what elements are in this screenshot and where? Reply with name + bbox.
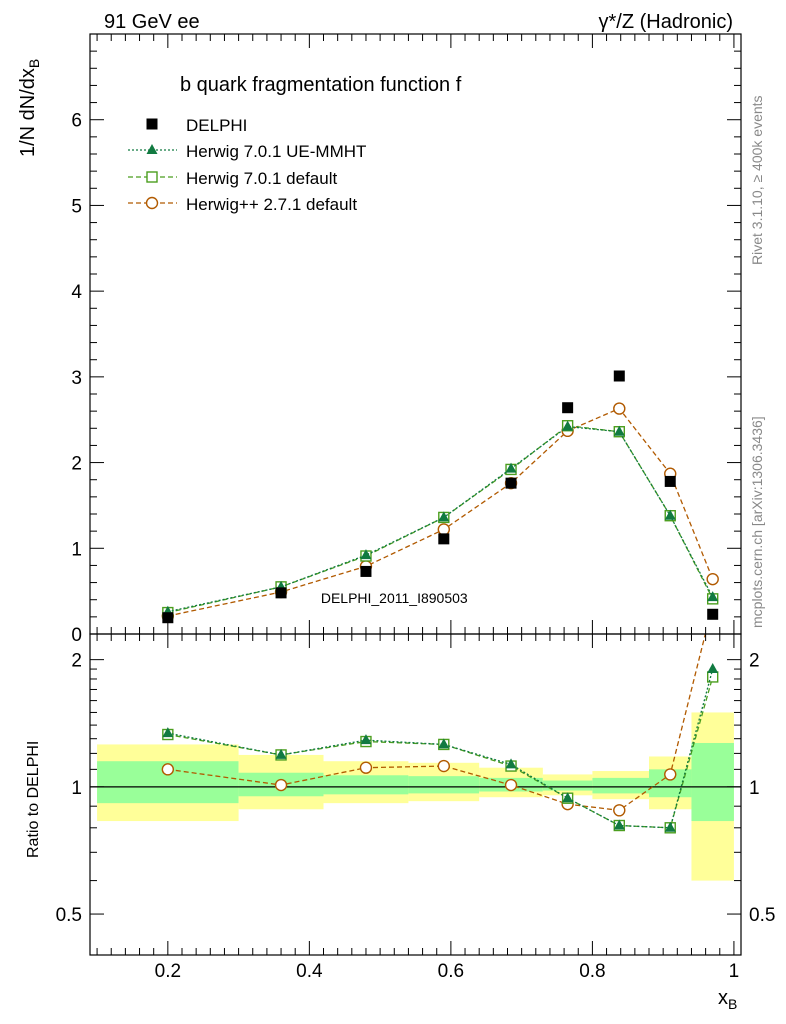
ratio-point xyxy=(161,763,175,776)
y-tick-label-top: 6 xyxy=(71,111,82,132)
ratio-point xyxy=(504,778,518,792)
data-point xyxy=(707,591,719,602)
y-ticks-top xyxy=(90,33,741,635)
data-point xyxy=(162,612,174,624)
ratio-point xyxy=(275,748,287,759)
y-tick-label-right: 2 xyxy=(749,651,760,672)
x-ticks-top xyxy=(96,34,735,634)
y-tick-label-right: 0.5 xyxy=(749,905,775,926)
legend-label: DELPHI xyxy=(186,116,247,135)
data-point xyxy=(707,608,719,620)
ratio-point xyxy=(359,761,373,774)
header-right: γ*/Z (Hadronic) xyxy=(599,11,733,33)
legend-label: Herwig 7.0.1 UE-MMHT xyxy=(186,142,366,161)
data-point xyxy=(360,565,372,577)
band-inner xyxy=(691,742,734,822)
data-point xyxy=(613,402,626,415)
mcplots-label: mcplots.cern.ch [arXiv:1306.3436] xyxy=(749,416,765,628)
ratio-axis-label: Ratio to DELPHI xyxy=(25,741,42,858)
ratio-point xyxy=(274,778,288,792)
x-axis-label: xB xyxy=(718,987,737,1012)
data-point xyxy=(706,572,719,586)
data-point xyxy=(437,523,451,536)
data-point xyxy=(360,549,372,560)
legend-marker xyxy=(146,118,158,130)
ratio-point xyxy=(562,792,574,803)
legend-label: Herwig 7.0.1 default xyxy=(186,169,337,188)
ratio-point xyxy=(707,663,719,674)
watermark: DELPHI_2011_I890503 xyxy=(321,590,468,606)
data-point xyxy=(438,511,450,522)
ratio-point xyxy=(437,759,451,773)
band-inner xyxy=(592,777,650,794)
y-tick-label-top: 0 xyxy=(71,625,82,646)
data-point xyxy=(438,533,450,545)
x-ticks-bottom xyxy=(96,634,735,955)
y-ticks-bottom xyxy=(90,659,741,956)
y-tick-label-right: 1 xyxy=(749,778,760,799)
y-tick-label-top: 3 xyxy=(71,368,82,389)
legend-label: Herwig++ 2.7.1 default xyxy=(186,195,357,214)
chart-title: b quark fragmentation function f xyxy=(180,74,462,96)
x-axis-label-sub: B xyxy=(728,996,737,1012)
y-tick-label-left: 0.5 xyxy=(56,905,82,926)
ratio-line xyxy=(167,676,714,829)
data-point xyxy=(613,370,625,382)
y-tick-label-top: 2 xyxy=(71,454,82,475)
data-point xyxy=(505,462,517,473)
data-point xyxy=(562,402,574,414)
legend-marker xyxy=(146,144,158,154)
ratio-point xyxy=(505,758,517,769)
legend-item: DELPHI xyxy=(146,116,247,135)
x-tick-label: 1 xyxy=(729,961,740,982)
data-point xyxy=(505,477,517,489)
x-tick-label: 0.4 xyxy=(296,961,323,982)
ratio-series-herwig-2-7-1-default xyxy=(161,634,707,817)
legend-marker xyxy=(145,196,159,210)
y-tick-label-left: 2 xyxy=(71,651,82,672)
header-left: 91 GeV ee xyxy=(104,11,200,33)
rivet-label: Rivet 3.1.10, ≥ 400k events xyxy=(749,95,765,265)
y-axis-label-sub: B xyxy=(26,59,42,68)
data-point xyxy=(664,475,676,487)
ratio-point xyxy=(664,821,676,832)
legend-item: Herwig 7.0.1 default xyxy=(128,169,337,188)
series-delphi xyxy=(162,370,719,624)
data-point xyxy=(664,509,676,520)
x-tick-label: 0.8 xyxy=(579,961,605,982)
y-tick-label-top: 1 xyxy=(71,539,82,560)
data-point xyxy=(275,587,287,599)
band-inner xyxy=(408,776,480,794)
band-inner xyxy=(542,780,593,791)
main-plot: b quark fragmentation function fweak(del… xyxy=(17,33,742,646)
ratio-plot: 0.5 0.5 1 1 2 2 0.2 0.4 0.6 0.8 1 Ratio to DELPHI xB xyxy=(25,633,775,1012)
legend-item: Herwig 7.0.1 UE-MMHT xyxy=(128,142,366,161)
x-tick-label: 0.2 xyxy=(155,961,181,982)
legend-item: Herwig++ 2.7.1 default xyxy=(128,195,357,214)
y-axis-label: 1/N dN/dxB xyxy=(17,59,42,157)
ratio-point xyxy=(162,727,174,738)
ratio-point xyxy=(613,804,626,817)
x-tick-label: 0.6 xyxy=(438,961,464,982)
ratio-point xyxy=(438,738,450,749)
ratio-series-herwig-7-0-1-ue-mmht xyxy=(162,663,719,832)
series-herwig-7-0-1-ue-mmht xyxy=(162,420,719,616)
legend-marker xyxy=(146,171,158,183)
y-tick-label-top: 5 xyxy=(71,196,82,217)
data-point xyxy=(562,420,574,431)
y-tick-label-left: 1 xyxy=(71,778,82,799)
ratio-point xyxy=(664,768,677,781)
y-tick-label-top: 4 xyxy=(71,282,82,303)
ratio-point xyxy=(360,734,372,745)
band-inner xyxy=(323,775,409,795)
ratio-point xyxy=(613,819,625,830)
bottom-frame xyxy=(89,633,742,956)
legend: DELPHI Herwig 7.0.1 UE-MMHT Herwig 7.0.1 d… xyxy=(128,116,366,214)
data-point xyxy=(613,425,625,436)
